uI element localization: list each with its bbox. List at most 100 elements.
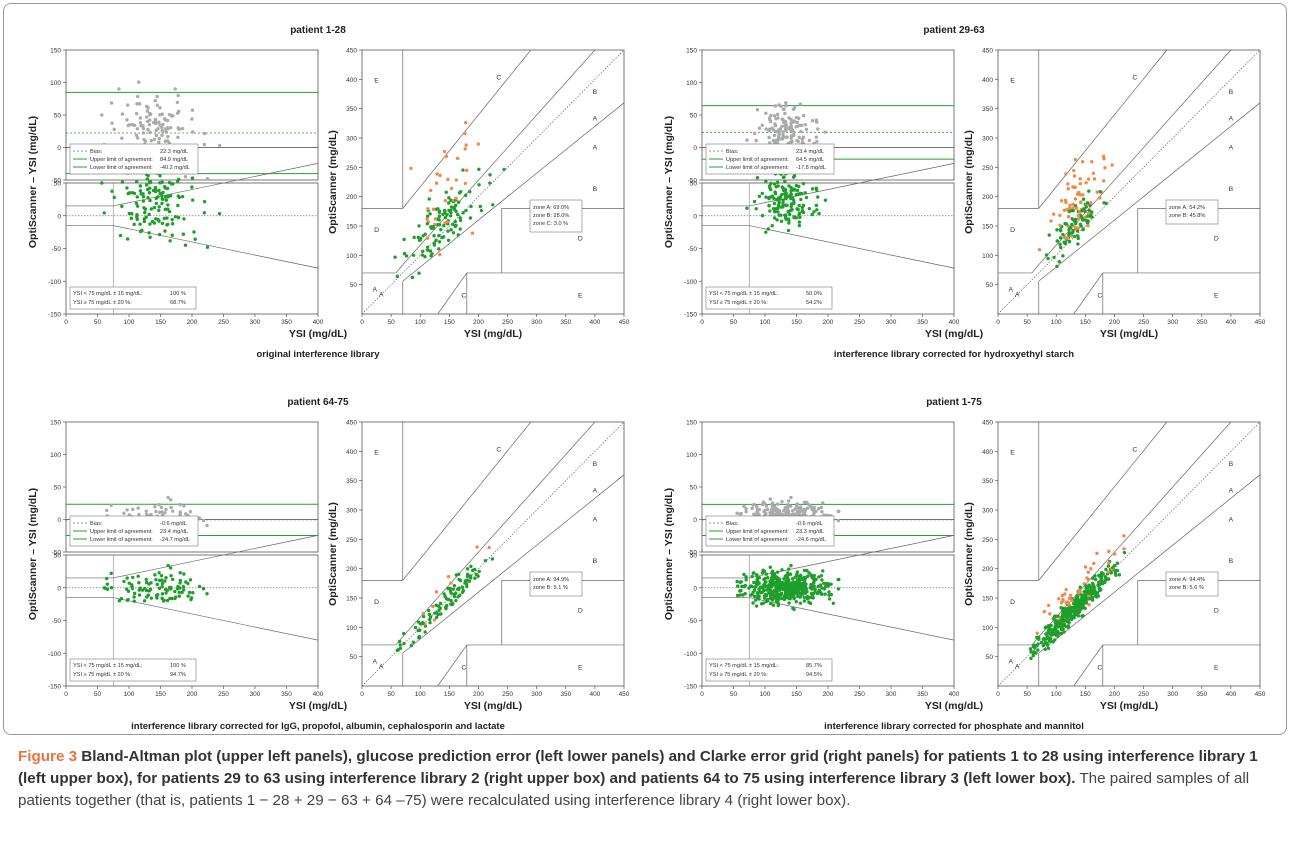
clarke-zone-letter: A <box>1009 659 1014 666</box>
pe-point <box>783 216 788 220</box>
ba-point <box>134 111 139 116</box>
clarke-point <box>1111 565 1115 569</box>
clarke-point <box>465 574 470 579</box>
ba-point <box>141 131 146 135</box>
pe-point <box>143 210 147 215</box>
clarke-zone-box <box>529 199 583 233</box>
clarke-point <box>488 181 492 185</box>
ba-point <box>143 139 148 143</box>
legend-lower-value: -24.6 mg/dL <box>796 537 826 543</box>
clarke-zone-letter: E <box>374 449 379 456</box>
pe-legend-box <box>69 658 197 682</box>
clarke-point <box>447 196 451 200</box>
clarke-zone-letter: E <box>1010 77 1015 84</box>
clarke-ytick-label: 200 <box>982 566 993 573</box>
clarke-ytick-label: 450 <box>982 48 993 55</box>
clarke-ytick-label: 100 <box>982 253 993 260</box>
ba-legend-box <box>69 143 199 175</box>
clarke-ytick-label: 50 <box>986 282 994 289</box>
clarke-point <box>402 237 406 242</box>
clarke-ytick-label: 250 <box>982 165 993 172</box>
ba-point <box>202 142 207 147</box>
pe-point <box>125 237 130 241</box>
clarke-ytick-label: 50 <box>350 282 358 289</box>
clarke-point <box>438 601 443 606</box>
pe-legend-box <box>69 286 197 310</box>
pe-point <box>126 597 130 602</box>
ba-ylabel: OptiScanner – YSI (mg/dL) <box>663 116 675 248</box>
pe-point <box>103 586 108 590</box>
ba-xtick-label: 400 <box>313 691 324 698</box>
clarke-point <box>1086 570 1090 574</box>
ba-ytick-label: 50 <box>690 113 698 120</box>
pe-point <box>786 588 791 592</box>
pe-point <box>815 188 819 192</box>
pe-point <box>136 574 140 578</box>
ba-xtick-label: 0 <box>64 319 68 326</box>
clarke-point <box>1100 571 1104 575</box>
pe-point <box>742 572 746 577</box>
pe-ytick-label: -50 <box>52 246 62 253</box>
pe-point <box>157 208 161 213</box>
clarke-point <box>1073 185 1077 189</box>
ba-point <box>789 136 793 140</box>
pe-point <box>827 590 831 594</box>
clarke-point <box>425 214 430 219</box>
pe-point <box>162 216 166 221</box>
clarke-point <box>1075 602 1080 606</box>
pe-ytick-label: 50 <box>690 553 698 560</box>
pe-point <box>125 587 129 591</box>
clarke-point <box>1067 239 1072 244</box>
pe-point <box>132 599 136 603</box>
pe-point <box>804 195 809 200</box>
ba-point <box>160 510 164 514</box>
pe-legend: YSI < 75 mg/dL ± 15 mg/dL: 85.7% YSI ≥ 75 … <box>705 658 833 682</box>
pe-point <box>735 593 740 598</box>
clarke-point <box>449 581 453 585</box>
pe-upper-boundary <box>66 163 319 207</box>
ba-point <box>166 135 170 139</box>
clarke-point <box>449 198 453 203</box>
clarke-point <box>449 602 453 606</box>
clarke-point <box>1028 647 1033 651</box>
pe-point <box>169 573 173 578</box>
ba-point <box>785 135 789 139</box>
clarke-point <box>1071 206 1075 210</box>
ba-point <box>764 504 769 508</box>
pe-point <box>756 580 760 584</box>
clarke-xtick-label: 100 <box>1051 319 1062 326</box>
ba-point <box>164 507 168 512</box>
pe-point <box>170 233 174 237</box>
clarke-zone-letter: A <box>373 659 378 666</box>
pe-legend-line2: YSI ≥ 75 mg/dL ± 20 %: <box>709 300 768 306</box>
ba-point <box>817 507 821 511</box>
clarke-b-c-upper <box>402 421 532 581</box>
pe-point <box>160 584 164 589</box>
clarke-point <box>449 205 454 209</box>
clarke-point <box>1073 611 1078 615</box>
clarke-point <box>438 252 442 257</box>
clarke-point <box>434 603 438 607</box>
pe-legend-line1: YSI < 75 mg/dL ± 15 mg/dL: <box>73 291 143 297</box>
ba-point <box>157 140 161 144</box>
ba-xtick-label: 250 <box>854 691 865 698</box>
clarke-xtick-label: 200 <box>1109 319 1120 326</box>
clarke-xtick-label: 150 <box>1080 319 1091 326</box>
clarke-xlabel: YSI (mg/dL) <box>464 328 522 340</box>
legend-upper-value: 64.5 mg/dL <box>796 157 824 163</box>
ba-point <box>837 509 841 513</box>
pe-point <box>792 198 796 203</box>
ba-legend-box <box>705 143 835 175</box>
pe-point <box>797 220 802 224</box>
pe-point <box>141 192 145 196</box>
pe-point <box>798 191 802 196</box>
pe-point <box>827 597 832 601</box>
pe-point <box>176 215 181 220</box>
ba-point <box>789 124 793 128</box>
clarke-point <box>459 189 463 194</box>
ba-xtick-label: 250 <box>218 691 229 698</box>
clarke-xtick-label: 0 <box>360 319 364 326</box>
ba-ytick-label: 50 <box>54 485 62 492</box>
clarke-point <box>477 569 481 574</box>
pe-point <box>779 219 784 223</box>
